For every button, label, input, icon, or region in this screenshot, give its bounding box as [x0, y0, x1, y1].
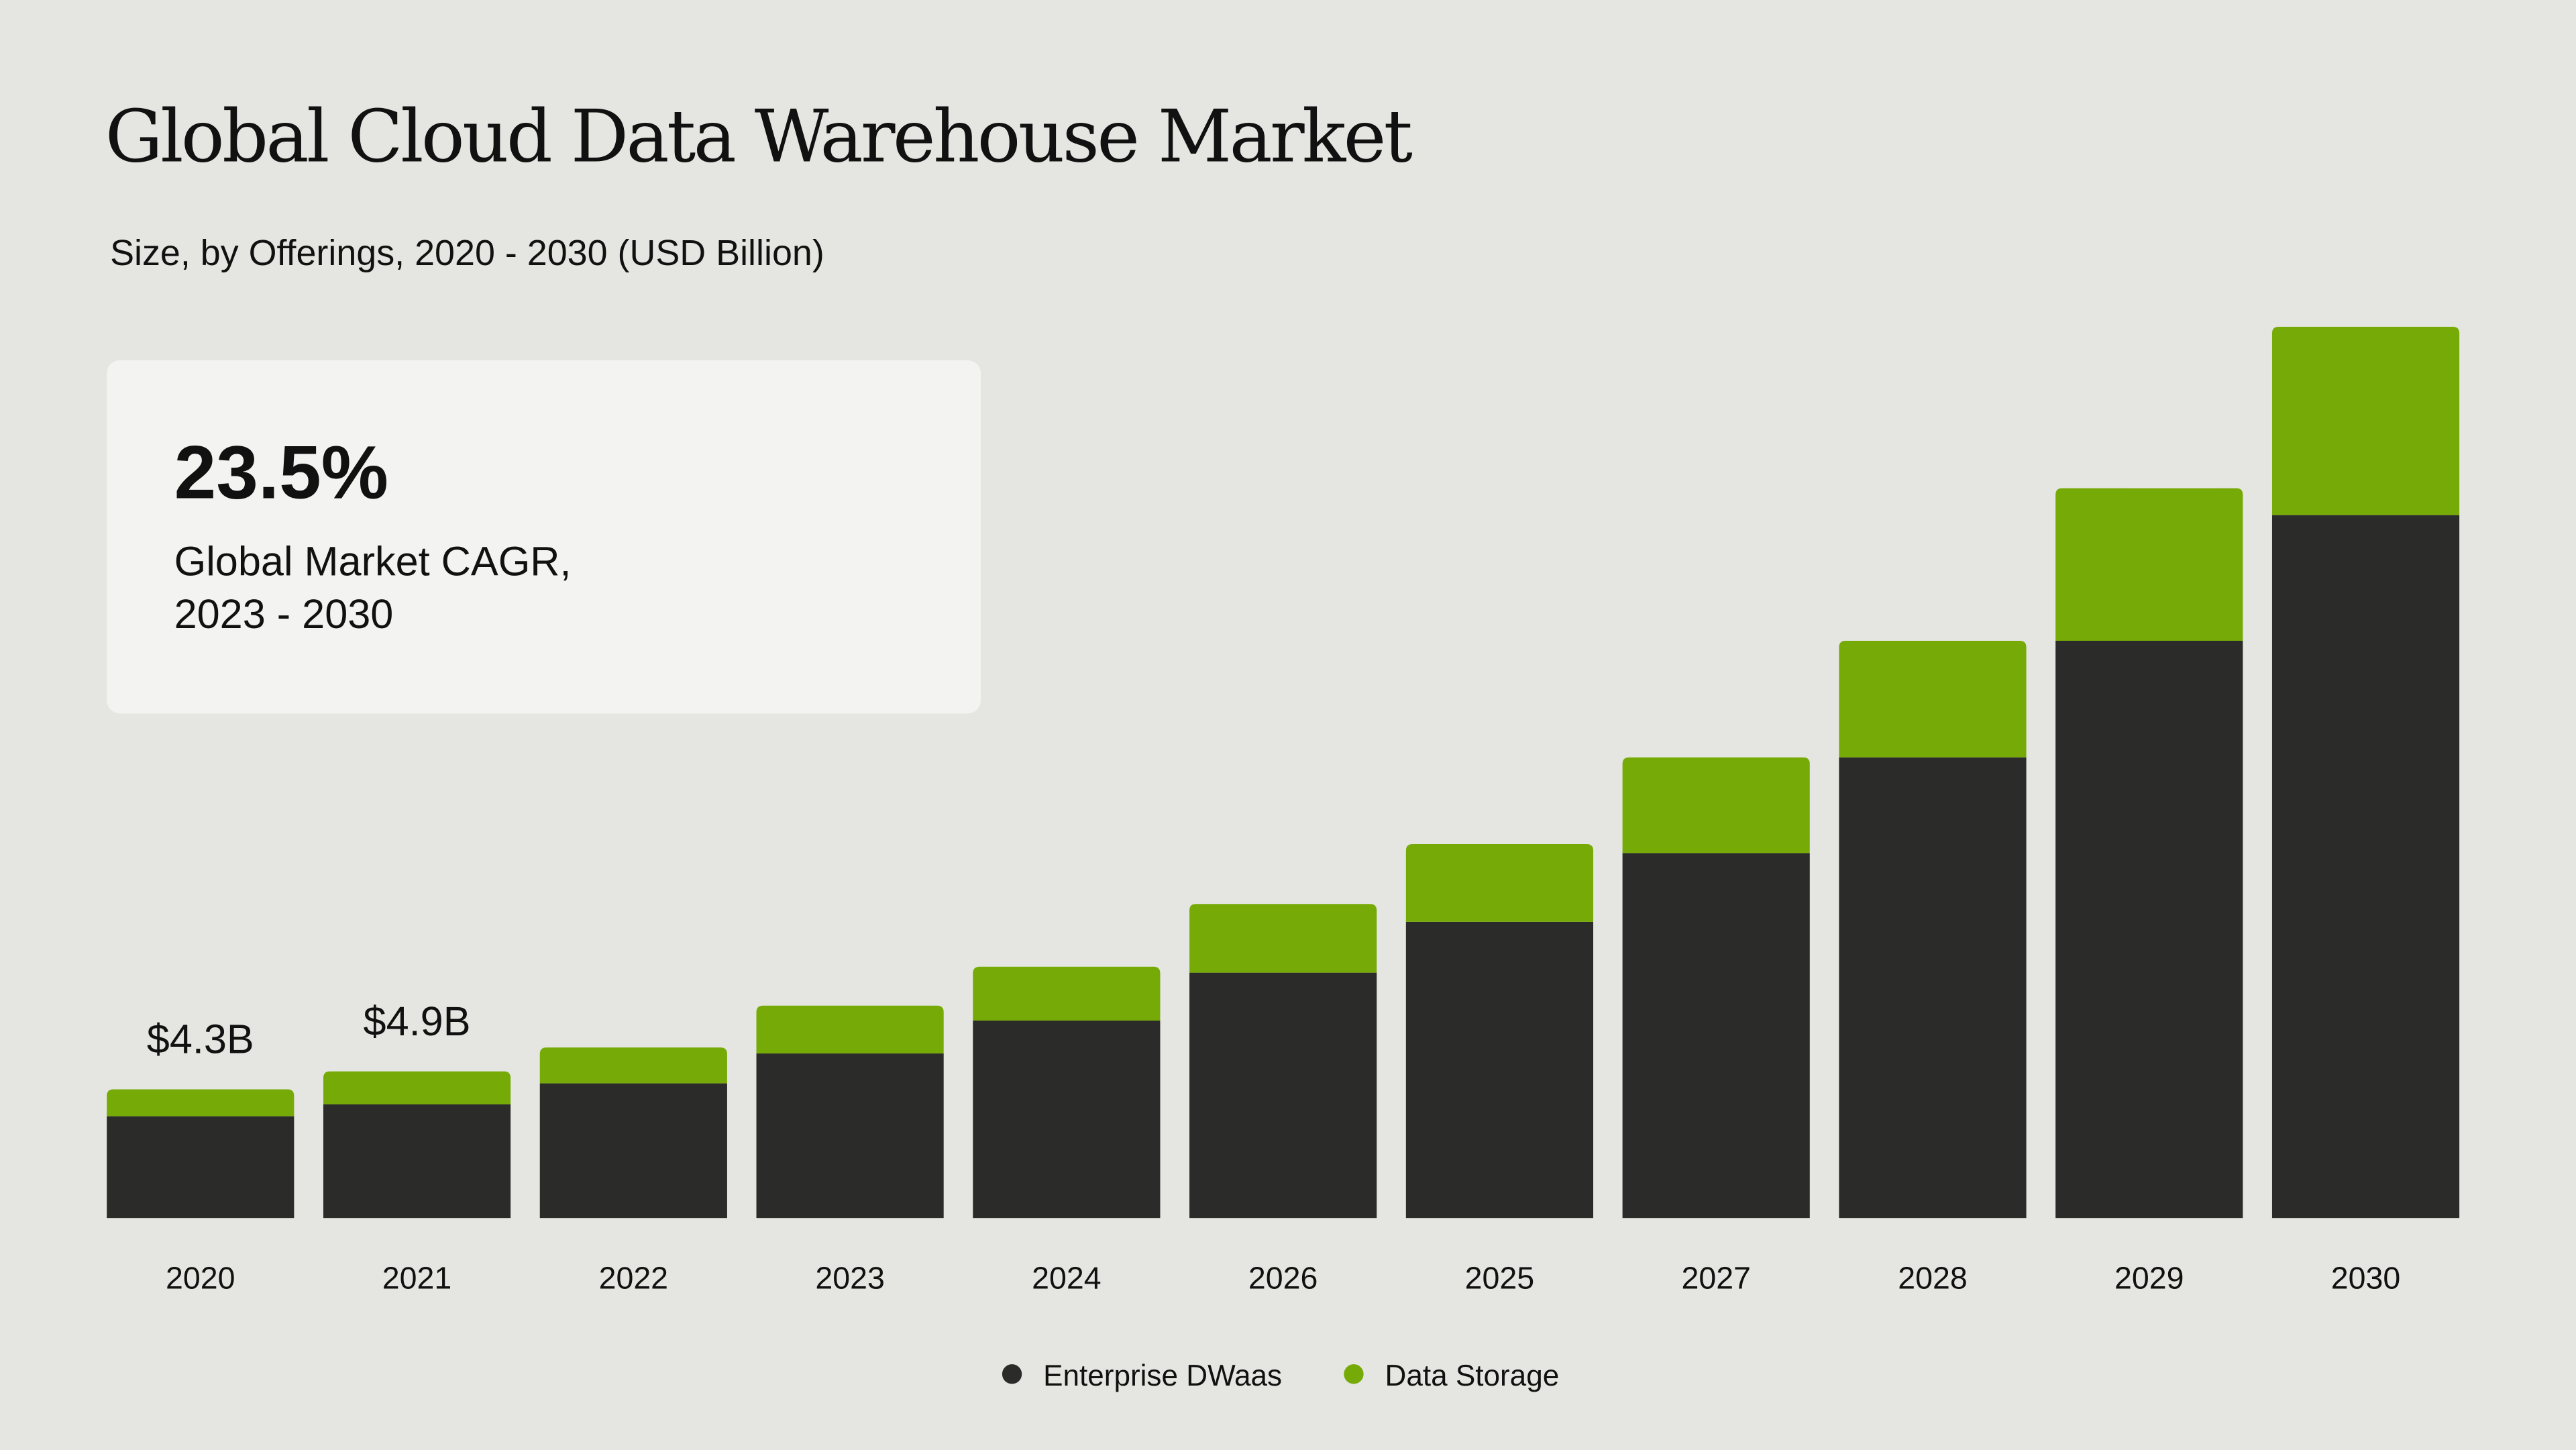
x-tick-label: 2021 — [382, 1261, 451, 1296]
bar-enterprise-dwaas-2027 — [1622, 853, 1810, 1219]
legend-marker-enterprise-dwaas — [1002, 1364, 1022, 1384]
bars: 2020 $4.3B 2021 $4.9B 2022 2023 2024 2026 2025 20… — [107, 326, 2460, 1296]
x-tick-label: 2028 — [1898, 1261, 1967, 1296]
x-tick-label: 2022 — [599, 1261, 668, 1296]
x-tick-label: 2020 — [166, 1261, 235, 1296]
bar-data-storage-2026 — [1189, 904, 1377, 973]
chart-title: Global Cloud Data Warehouse Market — [105, 95, 1413, 179]
cagr-label-line2: 2023 - 2030 — [174, 591, 394, 637]
legend: Enterprise DWaas Data Storage — [1002, 1359, 1559, 1392]
bar-data-storage-2027 — [1622, 757, 1810, 853]
x-tick-label: 2023 — [815, 1261, 884, 1296]
x-tick-label: 2027 — [1681, 1261, 1750, 1296]
bar-data-storage-2025 — [1405, 844, 1594, 922]
bar-enterprise-dwaas-2026 — [1189, 972, 1377, 1219]
x-tick-label: 2026 — [1248, 1261, 1318, 1296]
cagr-value: 23.5% — [174, 430, 388, 515]
data-label-2021: $4.9B — [364, 998, 471, 1044]
bar-enterprise-dwaas-2023 — [756, 1053, 944, 1219]
bar-enterprise-dwaas-2021 — [323, 1104, 511, 1219]
bar-data-storage-2029 — [2055, 488, 2243, 641]
legend-label-data-storage: Data Storage — [1385, 1359, 1559, 1392]
bar-data-storage-2021 — [323, 1071, 511, 1104]
cagr-label-line1: Global Market CAGR, — [174, 539, 572, 584]
legend-label-enterprise-dwaas: Enterprise DWaas — [1043, 1359, 1282, 1392]
bar-enterprise-dwaas-2028 — [1839, 757, 2027, 1219]
bar-enterprise-dwaas-2020 — [107, 1116, 294, 1219]
x-tick-label: 2030 — [2331, 1261, 2400, 1296]
bar-enterprise-dwaas-2030 — [2271, 515, 2460, 1219]
x-tick-label: 2029 — [2114, 1261, 2184, 1296]
chart-subtitle: Size, by Offerings, 2020 - 2030 (USD Bil… — [110, 233, 824, 273]
x-tick-label: 2025 — [1465, 1261, 1534, 1296]
bar-data-storage-2028 — [1839, 640, 2027, 758]
bar-enterprise-dwaas-2029 — [2055, 640, 2243, 1219]
legend-marker-data-storage — [1344, 1364, 1364, 1384]
x-tick-label: 2024 — [1032, 1261, 1101, 1296]
bar-enterprise-dwaas-2024 — [973, 1021, 1161, 1219]
bar-data-storage-2024 — [973, 966, 1161, 1021]
bar-data-storage-2022 — [539, 1047, 727, 1084]
bar-enterprise-dwaas-2025 — [1405, 921, 1594, 1219]
bar-data-storage-2030 — [2271, 326, 2460, 515]
bar-data-storage-2023 — [756, 1005, 944, 1054]
cagr-card — [107, 360, 981, 714]
data-label-2020: $4.3B — [147, 1017, 254, 1062]
bar-data-storage-2020 — [107, 1089, 294, 1117]
bar-enterprise-dwaas-2022 — [539, 1083, 727, 1219]
